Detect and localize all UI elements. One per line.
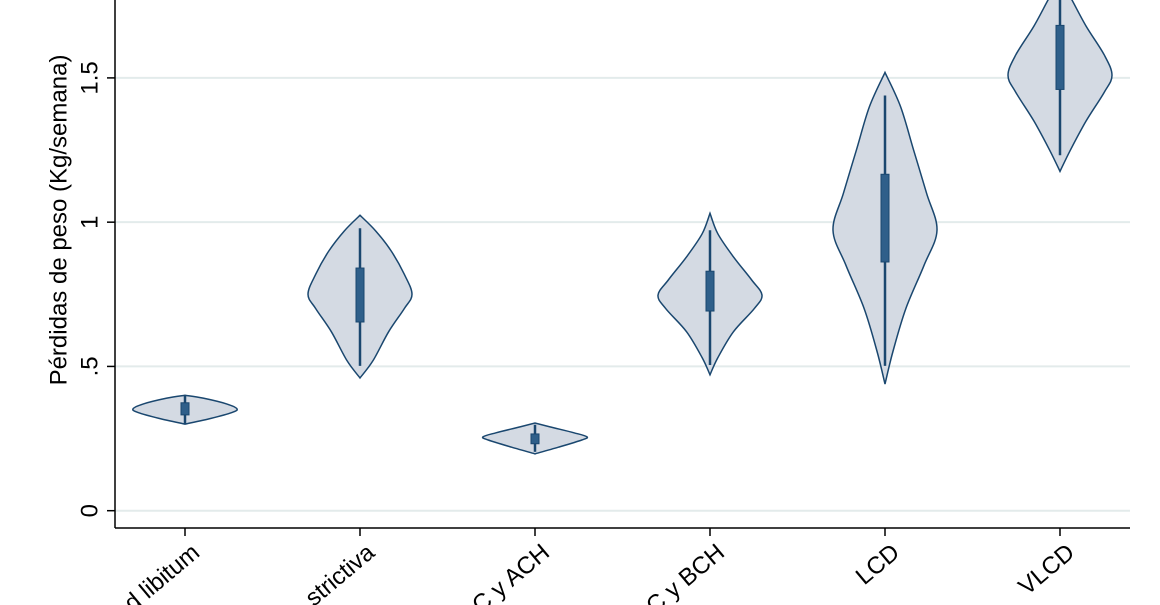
x-tick-label: C y ACH bbox=[467, 539, 555, 605]
y-axis-title: Pérdidas de peso (Kg/semana) bbox=[45, 55, 72, 386]
y-tick-label: 1 bbox=[76, 215, 103, 228]
x-tick-label: C y BCH bbox=[641, 539, 730, 605]
box bbox=[180, 402, 190, 416]
x-tick-label: strictiva bbox=[300, 538, 380, 605]
box bbox=[1055, 24, 1065, 90]
x-tick-label: VLCD bbox=[1014, 539, 1080, 601]
box bbox=[705, 270, 715, 312]
x-tick-label: d libitum bbox=[119, 539, 205, 605]
y-tick-label: 1.5 bbox=[76, 61, 103, 94]
y-tick-label: 0 bbox=[76, 504, 103, 517]
box bbox=[880, 173, 890, 263]
x-tick-label: LCD bbox=[851, 539, 905, 591]
y-tick-label: .5 bbox=[76, 356, 103, 376]
box bbox=[355, 267, 365, 323]
box bbox=[530, 433, 540, 445]
